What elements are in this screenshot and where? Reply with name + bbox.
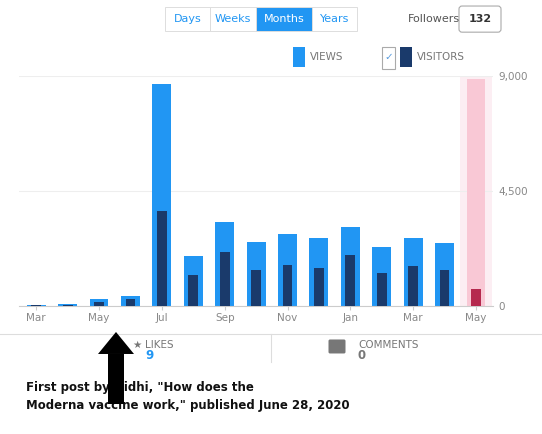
Bar bbox=[152, 84, 171, 306]
Bar bbox=[309, 238, 328, 306]
Bar bbox=[256, 7, 312, 31]
Bar bbox=[312, 7, 357, 31]
Text: 132: 132 bbox=[468, 14, 492, 24]
Bar bbox=[215, 222, 234, 306]
Text: First post by Nidhi, "How does the: First post by Nidhi, "How does the bbox=[26, 381, 254, 395]
Text: VIEWS: VIEWS bbox=[310, 52, 344, 62]
Bar bbox=[27, 305, 46, 306]
Bar bbox=[440, 270, 449, 306]
Bar bbox=[345, 255, 355, 306]
Bar bbox=[278, 234, 297, 306]
Text: 0: 0 bbox=[358, 349, 366, 362]
Bar bbox=[435, 243, 454, 306]
Bar bbox=[251, 270, 261, 306]
Text: Moderna vaccine work," published June 28, 2020: Moderna vaccine work," published June 28… bbox=[26, 399, 350, 412]
Bar bbox=[467, 79, 486, 306]
Bar bbox=[89, 299, 108, 306]
Bar bbox=[247, 242, 266, 306]
Text: VISITORS: VISITORS bbox=[417, 52, 465, 62]
Text: Years: Years bbox=[320, 14, 349, 24]
Bar bbox=[220, 252, 230, 306]
Text: Days: Days bbox=[173, 14, 202, 24]
Bar bbox=[157, 211, 167, 306]
Text: ▌: ▌ bbox=[336, 340, 344, 350]
Text: ✓: ✓ bbox=[384, 52, 393, 62]
Bar bbox=[121, 296, 140, 306]
Text: 9: 9 bbox=[145, 349, 153, 362]
Bar bbox=[94, 302, 104, 306]
Bar bbox=[471, 289, 481, 306]
Text: LIKES: LIKES bbox=[145, 340, 173, 350]
Bar bbox=[341, 227, 360, 306]
Bar bbox=[165, 7, 210, 31]
Bar bbox=[63, 305, 73, 306]
Text: ★: ★ bbox=[132, 340, 141, 350]
Bar bbox=[377, 273, 386, 306]
Text: COMMENTS: COMMENTS bbox=[358, 340, 418, 350]
Polygon shape bbox=[98, 332, 134, 354]
FancyBboxPatch shape bbox=[459, 6, 501, 32]
Bar bbox=[184, 256, 203, 306]
Bar bbox=[126, 299, 136, 306]
Text: Followers: Followers bbox=[408, 14, 460, 24]
Bar bbox=[408, 266, 418, 306]
Bar bbox=[372, 247, 391, 306]
Bar bbox=[404, 238, 423, 306]
Bar bbox=[108, 354, 124, 404]
FancyBboxPatch shape bbox=[328, 339, 345, 353]
Text: Weeks: Weeks bbox=[215, 14, 251, 24]
Text: Months: Months bbox=[263, 14, 305, 24]
Bar bbox=[293, 47, 305, 67]
Bar bbox=[460, 76, 492, 306]
Bar bbox=[58, 304, 77, 306]
Bar bbox=[400, 47, 412, 67]
Bar bbox=[210, 7, 256, 31]
Bar bbox=[314, 268, 324, 306]
FancyBboxPatch shape bbox=[382, 47, 395, 69]
Bar bbox=[189, 275, 198, 306]
Bar bbox=[282, 265, 292, 306]
